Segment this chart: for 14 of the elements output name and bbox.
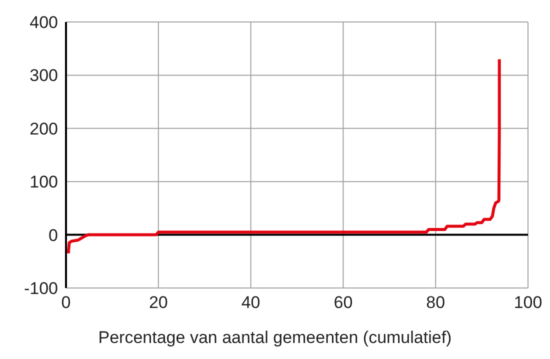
y-tick-label: 200 (30, 119, 58, 138)
x-tick-label: 40 (241, 293, 260, 312)
y-tick-label: -100 (24, 279, 58, 298)
x-tick-label: 20 (148, 293, 168, 312)
x-axis-title: Percentage van aantal gemeenten (cumulatief) (97, 328, 453, 348)
x-tick-label: 80 (426, 293, 446, 312)
x-tick-label: 60 (334, 293, 353, 312)
y-tick-label: 0 (48, 226, 58, 245)
line-series (66, 58, 501, 255)
y-tick-label: 400 (30, 13, 58, 32)
y-tick-label: 300 (30, 66, 58, 86)
x-tick-label: 100 (514, 293, 542, 312)
y-tick-label: 100 (30, 172, 58, 192)
x-tick-label: 0 (61, 293, 71, 312)
